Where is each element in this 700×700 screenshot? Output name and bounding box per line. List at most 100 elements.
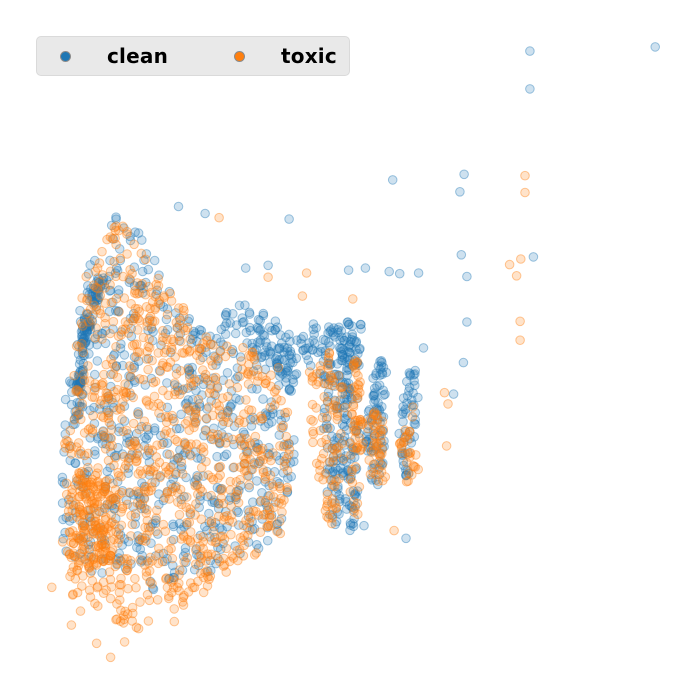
point-toxic xyxy=(64,512,74,522)
point-toxic xyxy=(241,515,251,526)
point-clean xyxy=(243,505,253,516)
point-clean xyxy=(92,277,102,287)
point-clean xyxy=(230,541,240,551)
point-clean xyxy=(202,525,212,536)
point-toxic xyxy=(122,229,132,239)
point-clean xyxy=(69,552,80,562)
point-clean xyxy=(201,347,211,358)
point-clean xyxy=(133,228,144,238)
point-clean xyxy=(202,404,212,414)
point-clean xyxy=(131,428,142,439)
point-clean xyxy=(146,324,157,334)
point-clean xyxy=(180,547,191,558)
point-clean xyxy=(93,274,104,285)
point-toxic xyxy=(185,504,196,514)
point-toxic xyxy=(336,382,347,393)
point-toxic xyxy=(274,498,284,508)
point-toxic xyxy=(405,452,415,462)
point-clean xyxy=(205,331,215,342)
point-clean xyxy=(170,482,181,493)
point-clean xyxy=(82,309,92,320)
point-clean xyxy=(258,308,269,319)
point-clean xyxy=(77,388,87,399)
point-clean xyxy=(132,542,142,553)
point-toxic xyxy=(164,449,175,460)
point-clean xyxy=(199,430,209,441)
point-clean xyxy=(208,373,219,383)
point-clean xyxy=(300,343,311,354)
point-clean xyxy=(191,385,201,396)
point-toxic xyxy=(138,374,149,385)
point-clean xyxy=(77,343,88,354)
point-clean xyxy=(111,212,121,222)
point-toxic xyxy=(319,392,330,402)
point-clean xyxy=(168,474,178,485)
point-clean xyxy=(202,491,213,502)
point-toxic xyxy=(119,637,130,647)
point-toxic xyxy=(166,543,176,554)
point-clean xyxy=(303,355,314,365)
point-toxic xyxy=(81,271,91,282)
point-clean xyxy=(179,491,189,502)
point-clean xyxy=(123,536,134,547)
point-toxic xyxy=(98,577,109,588)
point-clean xyxy=(284,350,295,361)
point-clean xyxy=(268,404,278,415)
point-clean xyxy=(59,479,70,489)
point-clean xyxy=(184,366,194,377)
point-clean xyxy=(308,324,319,335)
point-clean xyxy=(70,507,81,518)
point-clean xyxy=(179,522,189,532)
point-clean xyxy=(86,516,96,527)
point-clean xyxy=(93,295,103,305)
point-clean xyxy=(206,396,216,406)
point-toxic xyxy=(134,424,144,435)
point-toxic xyxy=(244,480,254,490)
point-clean xyxy=(209,423,219,434)
point-clean xyxy=(200,208,210,219)
point-clean xyxy=(141,434,152,444)
point-clean xyxy=(136,280,146,291)
point-clean xyxy=(99,432,109,442)
point-clean xyxy=(276,415,287,426)
point-toxic xyxy=(96,411,107,421)
point-clean xyxy=(171,363,182,374)
point-toxic xyxy=(95,480,105,491)
point-clean xyxy=(79,521,90,531)
point-toxic xyxy=(176,499,187,510)
point-clean xyxy=(162,449,172,459)
point-toxic xyxy=(90,541,101,552)
point-clean xyxy=(82,287,93,298)
point-clean xyxy=(105,285,116,296)
point-clean xyxy=(112,559,122,570)
point-clean xyxy=(165,347,176,358)
point-clean xyxy=(233,507,243,518)
point-clean xyxy=(145,522,156,532)
point-toxic xyxy=(347,477,358,488)
point-clean xyxy=(276,367,286,377)
point-clean xyxy=(97,568,107,578)
point-clean xyxy=(136,557,146,567)
point-toxic xyxy=(140,254,151,265)
point-clean xyxy=(169,572,180,583)
point-clean xyxy=(130,436,141,447)
point-clean xyxy=(195,495,205,506)
point-clean xyxy=(123,380,134,390)
point-clean xyxy=(133,489,144,499)
point-toxic xyxy=(224,379,235,389)
point-toxic xyxy=(105,328,115,339)
point-clean xyxy=(137,478,147,488)
point-clean xyxy=(100,503,110,514)
point-toxic xyxy=(380,472,391,482)
point-toxic xyxy=(83,462,93,473)
point-clean xyxy=(354,344,365,355)
point-toxic xyxy=(145,466,155,477)
point-clean xyxy=(111,450,122,461)
point-clean xyxy=(241,446,252,457)
point-toxic xyxy=(132,278,143,288)
point-clean xyxy=(255,497,265,507)
point-clean xyxy=(106,220,117,231)
point-clean xyxy=(203,566,213,577)
point-clean xyxy=(215,523,225,533)
point-clean xyxy=(79,468,90,478)
